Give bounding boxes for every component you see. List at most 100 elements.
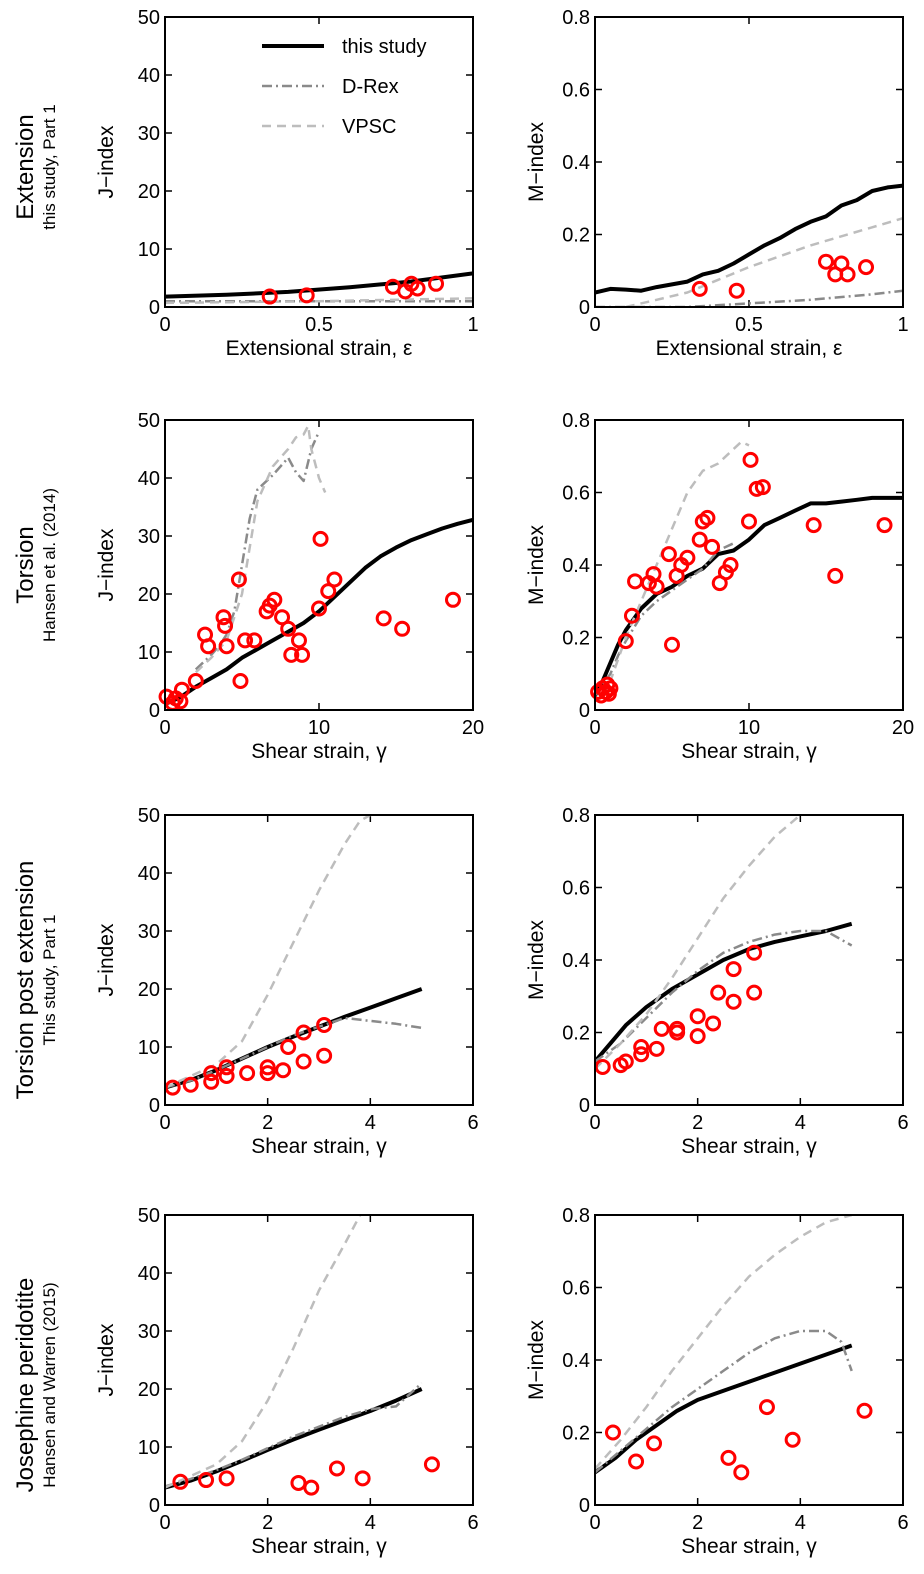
y-tick-label: 0.8 — [562, 805, 590, 827]
y-tick-label: 30 — [138, 1321, 160, 1343]
y-tick-label: 30 — [138, 526, 160, 548]
observation-point — [198, 1472, 215, 1489]
observation-point — [628, 1453, 645, 1470]
observation-point — [303, 1479, 320, 1496]
y-tick-label: 0.6 — [562, 80, 590, 102]
observation-point — [689, 1028, 706, 1045]
chart-panel-7: 0 2 4 6 0 10 20 30 40 50 Shear strain, γ J−index — [95, 1205, 479, 1558]
x-tick-label: 6 — [467, 1112, 478, 1134]
y-tick-label: 30 — [138, 123, 160, 145]
x-tick-label: 0 — [589, 314, 600, 336]
observation-point — [742, 451, 759, 468]
y-axis-label: M−index — [525, 1320, 548, 1400]
observation-point — [876, 517, 893, 534]
x-tick-label: 0 — [159, 1512, 170, 1534]
observation-point — [283, 646, 300, 663]
y-tick-label: 0.8 — [562, 1205, 590, 1227]
observation-point — [246, 632, 263, 649]
observation-point — [784, 1431, 801, 1448]
observation-point — [290, 1474, 307, 1491]
x-tick-label: 0 — [589, 717, 600, 739]
y-tick-label: 0.8 — [562, 410, 590, 432]
y-tick-label: 0.4 — [562, 152, 590, 174]
plot-frame — [164, 1214, 474, 1506]
y-tick-label: 0.2 — [562, 1023, 590, 1045]
y-tick-label: 20 — [138, 979, 160, 1001]
series-line-vpsc — [165, 1215, 362, 1489]
chart-panel-3: 0 10 20 0 10 20 30 40 50 Shear strain, γ J−index — [95, 410, 484, 763]
observation-point — [259, 1065, 276, 1082]
y-tick-label: 0 — [149, 700, 160, 722]
x-tick-label: 6 — [467, 1512, 478, 1534]
x-tick-label: 20 — [462, 717, 484, 739]
observation-point — [409, 280, 426, 297]
y-tick-label: 0.4 — [562, 1350, 590, 1372]
x-tick-label: 0 — [589, 1112, 600, 1134]
observation-point — [266, 591, 283, 608]
plot-frame — [594, 814, 904, 1106]
observation-point — [858, 259, 875, 276]
y-tick-label: 50 — [138, 1205, 160, 1227]
observation-point — [699, 509, 716, 526]
observation-point — [664, 636, 680, 653]
observation-point — [758, 1399, 775, 1416]
chart-panel-2: 0 0.5 1 0 0.2 0.4 0.6 0.8 Extensional strain, ε M… — [525, 7, 909, 360]
x-tick-label: 4 — [795, 1512, 806, 1534]
y-tick-label: 0 — [149, 297, 160, 319]
observation-point — [653, 1020, 670, 1037]
y-tick-label: 0 — [579, 700, 590, 722]
observation-point — [326, 571, 343, 588]
observation-point — [660, 546, 677, 563]
observation-point — [182, 1076, 199, 1093]
observation-point — [290, 632, 307, 649]
x-tick-label: 2 — [692, 1512, 703, 1534]
series-line-vpsc — [165, 297, 473, 305]
observation-point — [328, 1460, 345, 1477]
observation-point — [200, 638, 217, 655]
observation-point — [203, 1073, 220, 1090]
observation-point — [428, 275, 445, 292]
y-axis-label: J−index — [95, 528, 118, 601]
observation-point — [316, 1047, 333, 1064]
y-tick-label: 20 — [138, 584, 160, 606]
observation-point — [623, 607, 640, 624]
legend: this study D-Rex VPSC — [262, 36, 426, 138]
observation-point — [602, 680, 619, 697]
y-axis-label: M−index — [525, 525, 548, 605]
plot-frame — [594, 16, 904, 308]
chart-panel-5: 0 2 4 6 0 10 20 30 40 50 Shear strain, γ J−index — [95, 805, 479, 1158]
y-tick-label: 30 — [138, 921, 160, 943]
x-tick-label: 4 — [365, 1112, 376, 1134]
observation-point — [705, 1015, 722, 1032]
observation-point — [164, 1079, 181, 1096]
observation-point — [280, 620, 297, 637]
observation-point — [218, 1470, 235, 1487]
observation-point — [741, 513, 757, 530]
y-tick-label: 50 — [138, 410, 160, 432]
y-axis-label: M−index — [525, 920, 548, 1000]
observation-point — [689, 1008, 706, 1025]
x-tick-label: 2 — [262, 1112, 273, 1134]
y-tick-label: 10 — [138, 1037, 160, 1059]
series-line-d-rex — [595, 1329, 853, 1474]
observation-point — [633, 1046, 650, 1063]
observation-point — [230, 571, 247, 588]
observation-point — [394, 620, 411, 637]
y-axis-label: M−index — [525, 122, 548, 202]
series-line-this-study — [595, 921, 853, 1063]
observation-point — [704, 538, 721, 555]
observation-point — [173, 681, 190, 698]
observation-point — [218, 1059, 235, 1076]
observation-point — [261, 288, 278, 305]
observation-point — [746, 984, 763, 1001]
observation-point — [728, 282, 745, 299]
observation-point — [187, 673, 204, 689]
observation-point — [239, 1065, 256, 1082]
observation-point — [172, 1473, 189, 1490]
y-tick-label: 0.8 — [562, 7, 590, 29]
x-tick-label: 2 — [692, 1112, 703, 1134]
x-tick-label: 0.5 — [305, 314, 333, 336]
observation-point — [218, 638, 235, 655]
observation-point — [627, 573, 644, 590]
x-axis-label: Shear strain, γ — [251, 740, 387, 763]
